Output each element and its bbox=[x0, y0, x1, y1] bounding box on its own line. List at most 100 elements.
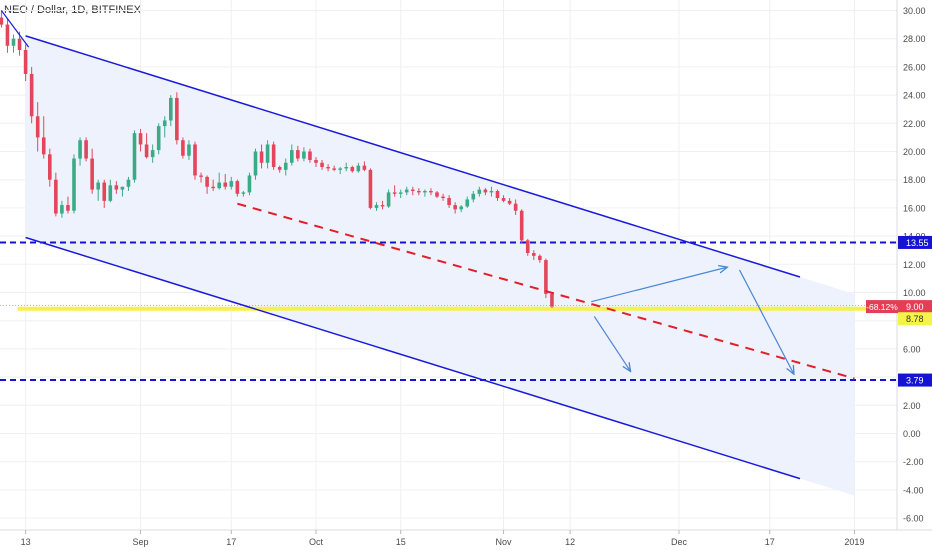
mid-dashed-line[interactable] bbox=[237, 202, 855, 380]
candle[interactable] bbox=[169, 97, 173, 121]
candle[interactable] bbox=[423, 190, 427, 193]
candle[interactable] bbox=[181, 140, 185, 156]
candle[interactable] bbox=[193, 144, 197, 176]
projection-arrow-2[interactable] bbox=[593, 316, 630, 371]
candle[interactable] bbox=[429, 190, 433, 193]
candle[interactable] bbox=[308, 151, 312, 160]
candle[interactable] bbox=[126, 179, 131, 187]
candle[interactable] bbox=[5, 24, 10, 46]
candle[interactable] bbox=[435, 192, 439, 197]
candle[interactable] bbox=[447, 198, 451, 206]
candle[interactable] bbox=[156, 126, 161, 151]
candle[interactable] bbox=[525, 240, 530, 254]
candle[interactable] bbox=[302, 151, 306, 159]
channel-upper-line[interactable] bbox=[25, 35, 801, 278]
channel-lower-line[interactable] bbox=[25, 236, 801, 480]
candle[interactable] bbox=[23, 49, 28, 74]
candle[interactable] bbox=[223, 182, 228, 187]
candle[interactable] bbox=[90, 158, 94, 190]
candle[interactable] bbox=[314, 159, 318, 163]
candle[interactable] bbox=[48, 154, 52, 180]
candle[interactable] bbox=[66, 205, 70, 211]
candle[interactable] bbox=[120, 186, 125, 190]
candle[interactable] bbox=[489, 190, 494, 193]
candle[interactable] bbox=[132, 133, 137, 180]
candle[interactable] bbox=[241, 192, 246, 194]
candle[interactable] bbox=[217, 182, 221, 189]
candle[interactable] bbox=[150, 150, 155, 158]
candle[interactable] bbox=[114, 185, 119, 190]
candle[interactable] bbox=[326, 167, 330, 169]
candle[interactable] bbox=[532, 253, 536, 256]
candle[interactable] bbox=[235, 181, 240, 194]
candle[interactable] bbox=[283, 162, 288, 170]
candle[interactable] bbox=[259, 151, 264, 163]
candle[interactable] bbox=[411, 189, 415, 191]
candle[interactable] bbox=[550, 293, 554, 307]
candle[interactable] bbox=[102, 182, 107, 201]
candle[interactable] bbox=[356, 165, 361, 172]
candle[interactable] bbox=[162, 120, 167, 127]
candle[interactable] bbox=[229, 181, 234, 187]
candle[interactable] bbox=[138, 133, 143, 145]
candle[interactable] bbox=[11, 38, 16, 46]
candle[interactable] bbox=[0, 17, 4, 25]
candle[interactable] bbox=[471, 193, 476, 200]
candle[interactable] bbox=[108, 185, 113, 201]
candle[interactable] bbox=[60, 205, 64, 214]
candle[interactable] bbox=[507, 200, 512, 204]
candle[interactable] bbox=[495, 190, 500, 199]
candle[interactable] bbox=[35, 116, 40, 138]
candle[interactable] bbox=[459, 206, 463, 210]
candle[interactable] bbox=[374, 205, 379, 208]
candle[interactable] bbox=[477, 189, 482, 194]
candle[interactable] bbox=[199, 175, 203, 177]
candle[interactable] bbox=[483, 189, 488, 193]
candle[interactable] bbox=[513, 203, 518, 211]
candle[interactable] bbox=[41, 137, 46, 155]
candle[interactable] bbox=[187, 144, 191, 156]
candle[interactable] bbox=[398, 192, 403, 194]
candle[interactable] bbox=[519, 210, 524, 241]
candle[interactable] bbox=[78, 140, 82, 159]
candle[interactable] bbox=[54, 179, 58, 214]
candle[interactable] bbox=[538, 255, 542, 261]
candle[interactable] bbox=[271, 144, 276, 168]
candle[interactable] bbox=[253, 151, 258, 176]
candle[interactable] bbox=[84, 140, 88, 159]
candle[interactable] bbox=[392, 192, 397, 194]
candle[interactable] bbox=[338, 168, 342, 170]
projection-arrow-0[interactable] bbox=[591, 267, 727, 303]
candle[interactable] bbox=[441, 196, 445, 199]
candle[interactable] bbox=[501, 198, 506, 201]
candle[interactable] bbox=[332, 168, 336, 170]
candle[interactable] bbox=[29, 73, 34, 117]
candle[interactable] bbox=[296, 150, 300, 159]
candle[interactable] bbox=[362, 165, 367, 170]
candle[interactable] bbox=[290, 150, 294, 163]
candle[interactable] bbox=[96, 182, 100, 190]
candle[interactable] bbox=[277, 167, 282, 170]
candle[interactable] bbox=[368, 169, 373, 208]
candle[interactable] bbox=[265, 144, 270, 163]
candle[interactable] bbox=[404, 189, 409, 193]
candle[interactable] bbox=[380, 205, 385, 207]
channel-fill bbox=[25, 35, 855, 496]
candle[interactable] bbox=[350, 167, 355, 172]
candle[interactable] bbox=[417, 190, 421, 193]
candle[interactable] bbox=[144, 144, 149, 158]
candle[interactable] bbox=[205, 176, 209, 187]
candle[interactable] bbox=[465, 199, 470, 207]
candle[interactable] bbox=[344, 167, 349, 169]
candle[interactable] bbox=[453, 205, 457, 210]
candle[interactable] bbox=[72, 158, 76, 211]
candle[interactable] bbox=[211, 186, 215, 189]
candle[interactable] bbox=[175, 97, 179, 141]
candle[interactable] bbox=[386, 192, 391, 207]
candle[interactable] bbox=[247, 175, 252, 193]
candle[interactable] bbox=[17, 38, 22, 50]
projection-arrow-1[interactable] bbox=[738, 269, 794, 374]
candle[interactable] bbox=[320, 162, 324, 168]
candle[interactable] bbox=[544, 260, 548, 294]
